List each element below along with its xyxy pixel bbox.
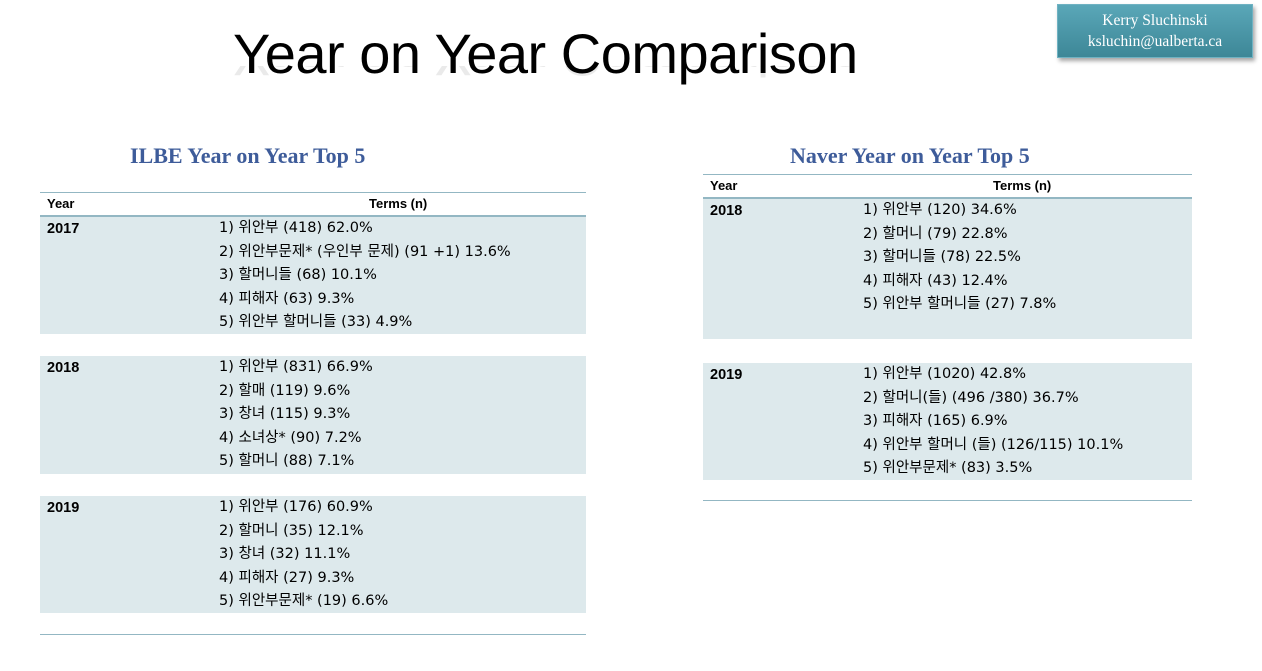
author-badge: Kerry Sluchinski ksluchin@ualberta.ca [1057,4,1253,58]
ilbe-table-bottom-rule [40,634,586,635]
ilbe-terms-list: 1) 위안부 (176) 60.9% 2) 할머니 (35) 12.1% 3) … [219,496,388,614]
row-spacer [40,334,586,356]
ilbe-row-2018: 2018 1) 위안부 (831) 66.9% 2) 할매 (119) 9.6%… [40,356,586,474]
naver-section-title: Naver Year on Year Top 5 [790,143,1030,169]
ilbe-term-item: 3) 할머니들 (68) 10.1% [219,264,511,288]
naver-terms-list: 1) 위안부 (1020) 42.8% 2) 할머니(들) (496 /380)… [863,363,1123,481]
naver-terms-list: 1) 위안부 (120) 34.6% 2) 할머니 (79) 22.8% 3) … [863,199,1056,317]
ilbe-row-year: 2019 [47,500,79,516]
ilbe-row-year: 2018 [47,360,79,376]
naver-term-item: 2) 할머니 (79) 22.8% [863,223,1056,247]
ilbe-term-item: 3) 창녀 (115) 9.3% [219,403,373,427]
naver-header-terms: Terms (n) [993,178,1051,193]
ilbe-terms-list: 1) 위안부 (418) 62.0% 2) 위안부문제* (우인부 문제) (9… [219,217,511,335]
naver-row-2019: 2019 1) 위안부 (1020) 42.8% 2) 할머니(들) (496 … [703,363,1192,480]
naver-row-year: 2019 [710,367,742,383]
ilbe-row-2017: 2017 1) 위안부 (418) 62.0% 2) 위안부문제* (우인부 문… [40,217,586,334]
naver-term-item: 5) 위안부문제* (83) 3.5% [863,457,1123,481]
ilbe-section-title: ILBE Year on Year Top 5 [130,143,365,169]
ilbe-term-item: 1) 위안부 (831) 66.9% [219,356,373,380]
slide-title-reflection: Year on Year Comparison [233,66,858,88]
naver-term-item: 1) 위안부 (120) 34.6% [863,199,1056,223]
ilbe-term-item: 5) 위안부문제* (19) 6.6% [219,590,388,614]
naver-term-item: 5) 위안부 할머니들 (27) 7.8% [863,293,1056,317]
ilbe-term-item: 3) 창녀 (32) 11.1% [219,543,388,567]
naver-header-year: Year [710,178,737,193]
ilbe-header-year: Year [47,196,74,211]
row-spacer [703,339,1192,363]
ilbe-row-year: 2017 [47,221,79,237]
naver-table-bottom-rule [703,500,1192,501]
ilbe-term-item: 1) 위안부 (176) 60.9% [219,496,388,520]
author-name: Kerry Sluchinski [1058,10,1252,31]
ilbe-term-item: 5) 위안부 할머니들 (33) 4.9% [219,311,511,335]
naver-table: Year Terms (n) 2018 1) 위안부 (120) 34.6% 2… [703,174,1192,480]
row-spacer [40,474,586,496]
naver-table-header: Year Terms (n) [703,174,1192,199]
naver-term-item: 4) 피해자 (43) 12.4% [863,270,1056,294]
naver-term-item: 1) 위안부 (1020) 42.8% [863,363,1123,387]
ilbe-term-item: 5) 할머니 (88) 7.1% [219,450,373,474]
ilbe-header-terms: Terms (n) [369,196,427,211]
ilbe-table-header: Year Terms (n) [40,192,586,217]
ilbe-term-item: 2) 위안부문제* (우인부 문제) (91 +1) 13.6% [219,241,511,265]
naver-term-item: 2) 할머니(들) (496 /380) 36.7% [863,387,1123,411]
naver-row-year: 2018 [710,203,742,219]
ilbe-terms-list: 1) 위안부 (831) 66.9% 2) 할매 (119) 9.6% 3) 창… [219,356,373,474]
author-email: ksluchin@ualberta.ca [1058,31,1252,52]
ilbe-term-item: 4) 소녀상* (90) 7.2% [219,427,373,451]
naver-term-item: 4) 위안부 할머니 (들) (126/115) 10.1% [863,434,1123,458]
naver-term-item: 3) 피해자 (165) 6.9% [863,410,1123,434]
ilbe-term-item: 2) 할머니 (35) 12.1% [219,520,388,544]
ilbe-term-item: 4) 피해자 (27) 9.3% [219,567,388,591]
ilbe-term-item: 4) 피해자 (63) 9.3% [219,288,511,312]
ilbe-term-item: 1) 위안부 (418) 62.0% [219,217,511,241]
naver-term-item: 3) 할머니들 (78) 22.5% [863,246,1056,270]
naver-row-2018: 2018 1) 위안부 (120) 34.6% 2) 할머니 (79) 22.8… [703,199,1192,339]
ilbe-table: Year Terms (n) 2017 1) 위안부 (418) 62.0% 2… [40,192,586,613]
ilbe-row-2019: 2019 1) 위안부 (176) 60.9% 2) 할머니 (35) 12.1… [40,496,586,613]
ilbe-term-item: 2) 할매 (119) 9.6% [219,380,373,404]
